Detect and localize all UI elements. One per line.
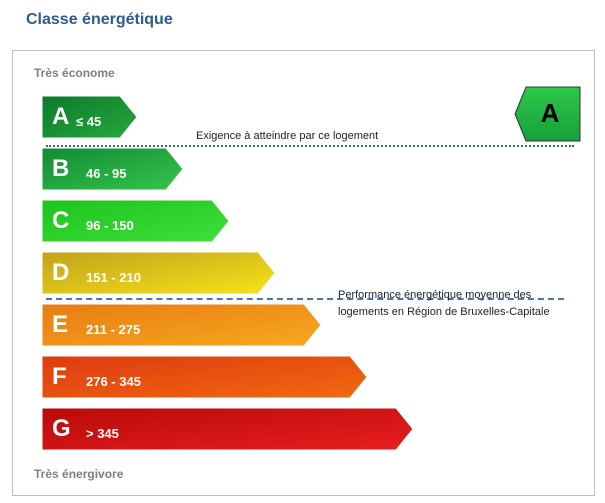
energy-bar-b: B 46 - 95 xyxy=(41,147,184,191)
energy-bar-range: 276 - 345 xyxy=(86,374,141,389)
energy-bar-shape xyxy=(41,355,368,399)
energy-bar-range: 96 - 150 xyxy=(86,218,134,233)
energy-bar-f: F 276 - 345 xyxy=(41,355,368,399)
energy-bar-shape xyxy=(41,147,184,191)
average-label-line1: Performance énergétique moyenne des xyxy=(338,289,532,301)
indicator-arrow-shape xyxy=(514,86,581,142)
energy-bar-g: G > 345 xyxy=(41,407,414,451)
requirement-line xyxy=(46,145,574,147)
energy-bar-letter: D xyxy=(52,259,70,286)
energy-bar-shape xyxy=(41,303,322,347)
requirement-class-indicator: A xyxy=(514,86,584,147)
requirement-label: Exigence à atteindre par ce logement xyxy=(196,130,379,142)
energy-bar-range: ≤ 45 xyxy=(76,114,102,129)
scale-bottom-label: Très énergivore xyxy=(34,467,124,481)
energy-bar-c: C 96 - 150 xyxy=(41,199,230,243)
energy-bar-d: D 151 - 210 xyxy=(41,251,276,295)
average-line xyxy=(46,298,564,300)
energy-bar-letter: A xyxy=(52,103,70,130)
energy-bar-letter: F xyxy=(52,363,67,390)
energy-bar-letter: C xyxy=(52,207,70,234)
average-label: Performance énergétique moyenne des loge… xyxy=(338,287,578,321)
energy-bar-shape xyxy=(41,251,276,295)
energy-bar-a: A ≤ 45 xyxy=(41,95,138,139)
energy-bar-range: 46 - 95 xyxy=(86,166,127,181)
energy-bar-shape xyxy=(41,95,138,139)
energy-bar-range: 151 - 210 xyxy=(86,270,141,285)
energy-bar-range: > 345 xyxy=(86,426,119,441)
energy-bar-shape xyxy=(41,199,230,243)
scale-top-label: Très économe xyxy=(34,66,115,80)
energy-bar-letter: B xyxy=(52,155,70,182)
energy-bar-range: 211 - 275 xyxy=(86,322,141,337)
energy-bar-letter: E xyxy=(52,311,69,338)
energy-bar-letter: G xyxy=(52,415,71,442)
indicator-letter: A xyxy=(540,98,560,128)
average-label-line2: logements en Région de Bruxelles-Capital… xyxy=(338,306,550,318)
page-title: Classe énergétique xyxy=(26,11,173,28)
energy-bar-e: E 211 - 275 xyxy=(41,303,322,347)
energy-bar-shape xyxy=(41,407,414,451)
